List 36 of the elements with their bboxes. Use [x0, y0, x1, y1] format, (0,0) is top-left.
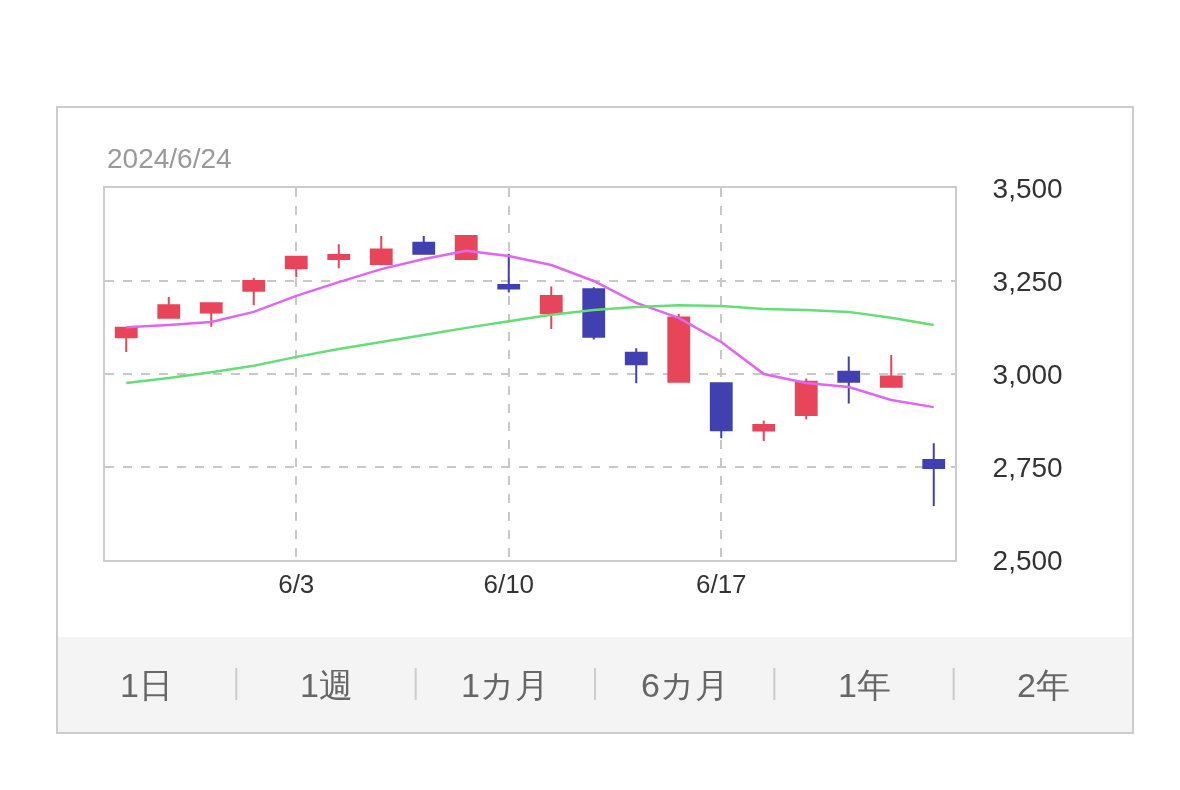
candlestick [242, 276, 266, 307]
candlestick [539, 285, 563, 330]
candlestick [582, 286, 606, 341]
line-series [125, 303, 935, 385]
candlestick [327, 243, 351, 270]
candlestick [752, 419, 776, 442]
candlestick [412, 234, 436, 255]
text: 6カ月 [641, 666, 729, 704]
text: 1週 [300, 666, 353, 704]
x-tick-label: 6/10 [483, 569, 535, 600]
y-tick-label: 3,000 [992, 358, 1063, 390]
x-tick-label: 6/17 [695, 569, 747, 600]
y-tick-label: 2,750 [992, 451, 1063, 483]
text: 2年 [1017, 666, 1070, 704]
candlestick [922, 442, 946, 508]
text: 1日 [120, 666, 173, 704]
candlestick [837, 355, 861, 405]
candlestick [369, 234, 393, 265]
candlestick [624, 347, 648, 385]
chart-title: 2024/6/24 [107, 143, 232, 174]
candlestick [497, 252, 521, 294]
text: 1カ月 [461, 666, 549, 704]
y-tick-label: 3,500 [992, 172, 1063, 204]
candlestick [667, 313, 691, 383]
candlestick [157, 296, 181, 319]
text: 1年 [838, 666, 891, 704]
candlestick [794, 377, 818, 421]
line-series [125, 249, 935, 409]
candlestick [709, 382, 733, 440]
candlestick [284, 255, 308, 279]
candlestick [114, 326, 138, 354]
y-tick-label: 3,250 [992, 265, 1063, 297]
candlestick [199, 302, 223, 328]
x-tick-label: 6/3 [278, 569, 315, 600]
candlestick [879, 354, 903, 388]
y-tick-label: 2,500 [992, 544, 1063, 576]
